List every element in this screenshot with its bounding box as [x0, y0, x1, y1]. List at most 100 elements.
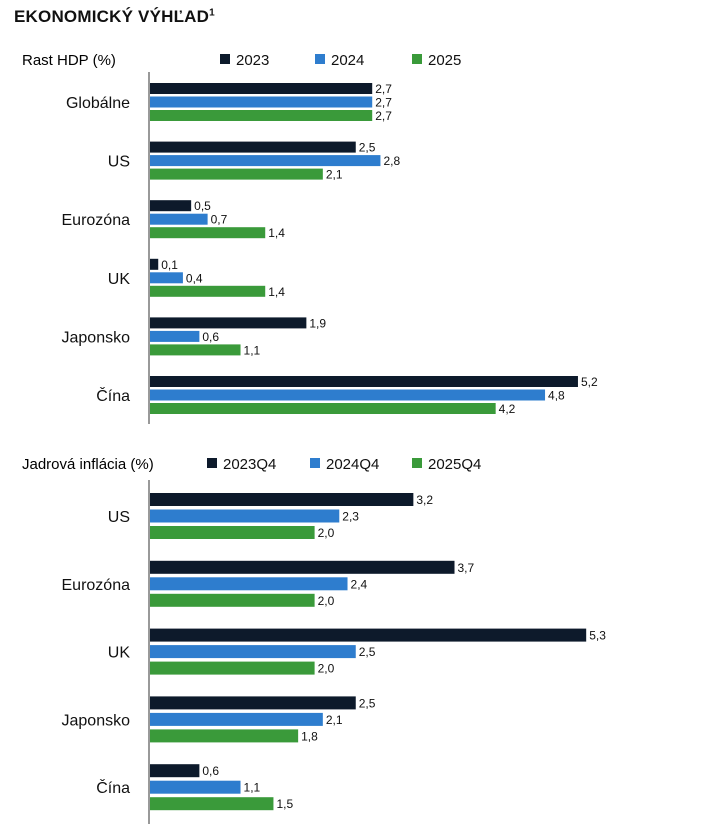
gdp-value-label-3-0: 0,1: [161, 258, 178, 272]
gdp-bar-4-0: [150, 317, 307, 329]
gdp-value-label-5-2: 4,2: [499, 402, 516, 416]
gdp-bar-5-1: [150, 389, 546, 401]
gdp-value-label-2-1: 0,7: [211, 213, 228, 227]
gdp-value-label-2-0: 0,5: [194, 199, 211, 213]
gdp-value-label-3-1: 0,4: [186, 271, 203, 285]
gdp-value-label-2-2: 1,4: [268, 226, 285, 240]
gdp-value-label-0-2: 2,7: [375, 109, 392, 123]
gdp-plot-area: Globálne2,72,72,7US2,52,82,1Eurozóna0,50…: [62, 82, 598, 416]
gdp-legend: 2023 2024 2025: [220, 52, 461, 69]
inflation-bar-0-0: [150, 493, 414, 506]
gdp-bar-0-0: [150, 83, 373, 94]
gdp-bar-3-0: [150, 258, 159, 270]
gdp-value-label-5-1: 4,8: [548, 389, 565, 403]
inflation-category-label-0: US: [108, 509, 130, 526]
gdp-legend-label-1: 2024: [331, 52, 364, 69]
inflation-bar-4-1: [150, 780, 241, 794]
gdp-legend-label-2: 2025: [428, 52, 461, 69]
gdp-value-label-0-1: 2,7: [375, 96, 392, 110]
gdp-value-label-3-2: 1,4: [268, 285, 285, 299]
inflation-bar-4-2: [150, 797, 274, 811]
inflation-legend-label-1: 2024Q4: [326, 456, 379, 473]
gdp-category-label-3: UK: [108, 271, 131, 288]
inflation-value-label-2-0: 5,3: [589, 629, 606, 643]
gdp-bar-3-2: [150, 285, 266, 297]
inflation-bar-1-0: [150, 560, 455, 574]
inflation-bar-0-1: [150, 509, 340, 523]
inflation-bar-2-1: [150, 645, 356, 659]
inflation-legend: 2023Q4 2024Q4 2025Q4: [207, 456, 481, 473]
core-inflation-chart: Jadrová inflácia (%) 2023Q4 2024Q4 2025Q4 …: [22, 456, 606, 824]
inflation-value-label-3-1: 2,1: [326, 713, 343, 727]
inflation-value-label-3-2: 1,8: [301, 729, 318, 743]
inflation-value-label-0-1: 2,3: [342, 510, 359, 524]
inflation-value-label-1-2: 2,0: [318, 594, 335, 608]
gdp-value-label-1-2: 2,1: [326, 168, 343, 182]
gdp-value-label-4-1: 0,6: [202, 330, 219, 344]
gdp-category-label-0: Globálne: [66, 95, 130, 112]
gdp-bar-2-0: [150, 200, 192, 212]
inflation-value-label-4-1: 1,1: [244, 781, 261, 795]
gdp-bar-4-1: [150, 330, 200, 342]
gdp-value-label-4-0: 1,9: [309, 316, 326, 330]
inflation-bar-3-0: [150, 696, 356, 710]
gdp-category-label-1: US: [108, 154, 130, 171]
gdp-legend-swatch-2: [412, 54, 422, 64]
inflation-value-label-1-1: 2,4: [351, 577, 368, 591]
gdp-bar-2-2: [150, 227, 266, 239]
inflation-legend-swatch-2: [412, 458, 422, 468]
inflation-value-label-2-1: 2,5: [359, 645, 376, 659]
gdp-bar-0-1: [150, 96, 373, 108]
inflation-bar-3-2: [150, 729, 299, 743]
gdp-bar-3-1: [150, 272, 183, 284]
gdp-value-label-0-0: 2,7: [375, 82, 392, 96]
inflation-value-label-2-2: 2,0: [318, 662, 335, 676]
inflation-value-label-4-0: 0,6: [202, 764, 219, 778]
inflation-value-label-0-2: 2,0: [318, 526, 335, 540]
gdp-legend-swatch-1: [315, 54, 325, 64]
title-footnote: 1: [209, 7, 215, 19]
gdp-category-label-2: Eurozóna: [62, 212, 131, 229]
gdp-bar-5-2: [150, 403, 496, 414]
inflation-category-label-2: UK: [108, 645, 131, 662]
gdp-bar-4-2: [150, 344, 241, 356]
inflation-plot-area: US 3,2 2,3 2,0 Eurozóna 3,7 2,4 2,0 UK 5,3 2,5 2,0 J…: [62, 493, 606, 811]
inflation-legend-swatch-0: [207, 458, 217, 468]
inflation-legend-swatch-1: [310, 458, 320, 468]
gdp-bar-2-1: [150, 213, 208, 225]
inflation-category-label-1: Eurozóna: [62, 577, 131, 594]
gdp-value-label-4-2: 1,1: [244, 343, 261, 357]
gdp-value-label-1-1: 2,8: [383, 154, 400, 168]
gdp-legend-label-0: 2023: [236, 52, 269, 69]
gdp-bar-5-0: [150, 376, 578, 387]
inflation-value-label-0-0: 3,2: [416, 493, 433, 507]
gdp-value-label-5-0: 5,2: [581, 375, 598, 389]
inflation-bar-4-0: [150, 764, 200, 778]
inflation-value-label-1-0: 3,7: [458, 561, 475, 575]
gdp-value-label-1-0: 2,5: [359, 141, 376, 155]
inflation-bar-3-1: [150, 712, 323, 726]
gdp-bar-1-0: [150, 141, 356, 153]
inflation-chart-title: Jadrová inflácia (%): [22, 456, 154, 473]
gdp-legend-swatch-0: [220, 54, 230, 64]
gdp-growth-chart: Rast HDP (%) 2023 2024 2025 Globálne2,72,7…: [22, 52, 598, 424]
gdp-category-label-4: Japonsko: [62, 329, 131, 346]
inflation-bar-1-1: [150, 577, 348, 591]
inflation-legend-label-0: 2023Q4: [223, 456, 276, 473]
inflation-value-label-3-0: 2,5: [359, 696, 376, 710]
gdp-chart-title: Rast HDP (%): [22, 52, 116, 69]
gdp-bar-1-1: [150, 155, 381, 167]
inflation-category-label-3: Japonsko: [62, 712, 131, 729]
inflation-value-label-4-2: 1,5: [276, 797, 293, 811]
gdp-bar-1-2: [150, 168, 323, 180]
gdp-bar-0-2: [150, 110, 373, 121]
inflation-bar-0-2: [150, 526, 315, 539]
inflation-bar-1-2: [150, 593, 315, 607]
page-title: EKONOMICKÝ VÝHĽAD1: [14, 7, 215, 26]
gdp-category-label-5: Čína: [96, 386, 130, 405]
inflation-bar-2-0: [150, 628, 587, 642]
inflation-bar-2-2: [150, 661, 315, 675]
inflation-legend-label-2: 2025Q4: [428, 456, 481, 473]
inflation-category-label-4: Čína: [96, 778, 130, 797]
